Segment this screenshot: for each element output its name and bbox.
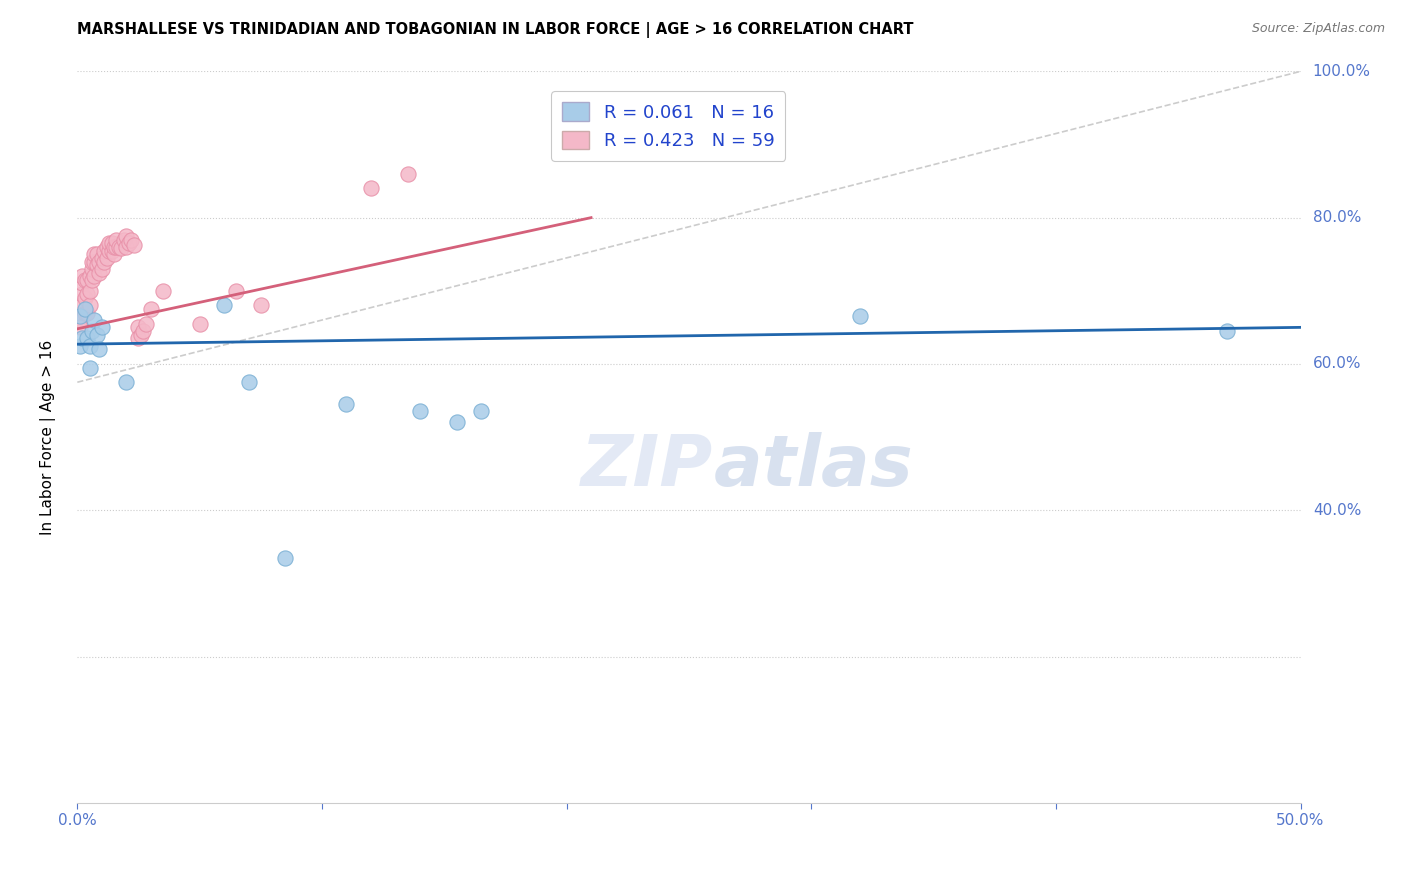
Point (152, 284, 174, 298)
Point (90, 320, 112, 334)
Point (110, 241, 132, 255)
Point (103, 240, 125, 254)
Point (76, 287, 98, 301)
Point (79, 284, 101, 298)
Point (80, 324, 103, 338)
Point (238, 376, 260, 390)
Point (98, 244, 121, 258)
Point (127, 320, 149, 334)
Point (79, 338, 101, 352)
Point (70, 287, 93, 301)
Point (86, 247, 108, 261)
Point (409, 404, 432, 418)
Point (105, 240, 128, 254)
Text: MARSHALLESE VS TRINIDADIAN AND TOBAGONIAN IN LABOR FORCE | AGE > 16 CORRELATION : MARSHALLESE VS TRINIDADIAN AND TOBAGONIA… (77, 22, 914, 38)
Point (90, 261, 112, 276)
Point (73, 291, 96, 305)
Point (80, 273, 103, 287)
Point (69, 320, 91, 334)
Point (89, 266, 111, 280)
Point (115, 376, 138, 390)
Point (98, 236, 121, 251)
Point (100, 244, 122, 258)
Point (120, 233, 142, 247)
Text: Source: ZipAtlas.com: Source: ZipAtlas.com (1251, 22, 1385, 36)
Point (76, 306, 98, 320)
Point (115, 228, 138, 243)
Point (89, 343, 111, 357)
Point (112, 233, 135, 247)
Point (250, 298, 273, 312)
Point (105, 233, 128, 247)
Point (212, 298, 235, 312)
Point (70, 269, 93, 284)
Point (90, 251, 112, 265)
Point (470, 404, 492, 418)
Point (76, 273, 98, 287)
Point (122, 237, 145, 252)
Text: 100.0%: 100.0% (1313, 64, 1371, 78)
Point (80, 254, 103, 268)
Point (73, 273, 96, 287)
Point (93, 254, 115, 268)
Text: 60.0%: 60.0% (1313, 357, 1361, 371)
Point (73, 306, 96, 320)
Point (849, 310, 872, 324)
Point (108, 240, 131, 254)
Point (129, 327, 152, 342)
Point (76, 331, 98, 345)
Point (225, 284, 247, 298)
Point (89, 254, 111, 268)
Y-axis label: In Labor Force | Age > 16: In Labor Force | Age > 16 (41, 340, 56, 534)
Point (83, 247, 105, 261)
Point (446, 416, 468, 430)
Text: 80.0%: 80.0% (1313, 211, 1361, 225)
Point (83, 269, 105, 284)
Point (79, 269, 101, 284)
Point (80, 261, 103, 276)
Point (115, 240, 138, 254)
Text: ZIP: ZIP (581, 432, 713, 500)
Point (79, 298, 101, 312)
Point (100, 236, 122, 251)
Point (188, 317, 211, 331)
Point (86, 258, 108, 272)
Point (86, 327, 108, 342)
Point (1216, 324, 1239, 338)
Text: atlas: atlas (713, 432, 912, 500)
Point (335, 397, 357, 411)
Point (274, 550, 297, 565)
Point (83, 313, 105, 327)
Point (69, 310, 91, 324)
Point (93, 244, 115, 258)
Point (139, 301, 162, 317)
Point (70, 277, 93, 291)
Point (69, 298, 91, 312)
Point (132, 324, 155, 338)
Point (396, 167, 419, 181)
Point (103, 247, 125, 261)
Point (127, 331, 149, 345)
Point (79, 360, 101, 375)
Point (69, 313, 91, 327)
Point (69, 338, 91, 352)
Point (73, 301, 96, 317)
Point (96, 251, 118, 265)
Point (135, 317, 157, 331)
Point (360, 181, 382, 195)
Point (70, 331, 93, 345)
Text: 40.0%: 40.0% (1313, 503, 1361, 517)
Point (118, 236, 141, 251)
Point (96, 240, 118, 254)
Point (83, 254, 105, 268)
